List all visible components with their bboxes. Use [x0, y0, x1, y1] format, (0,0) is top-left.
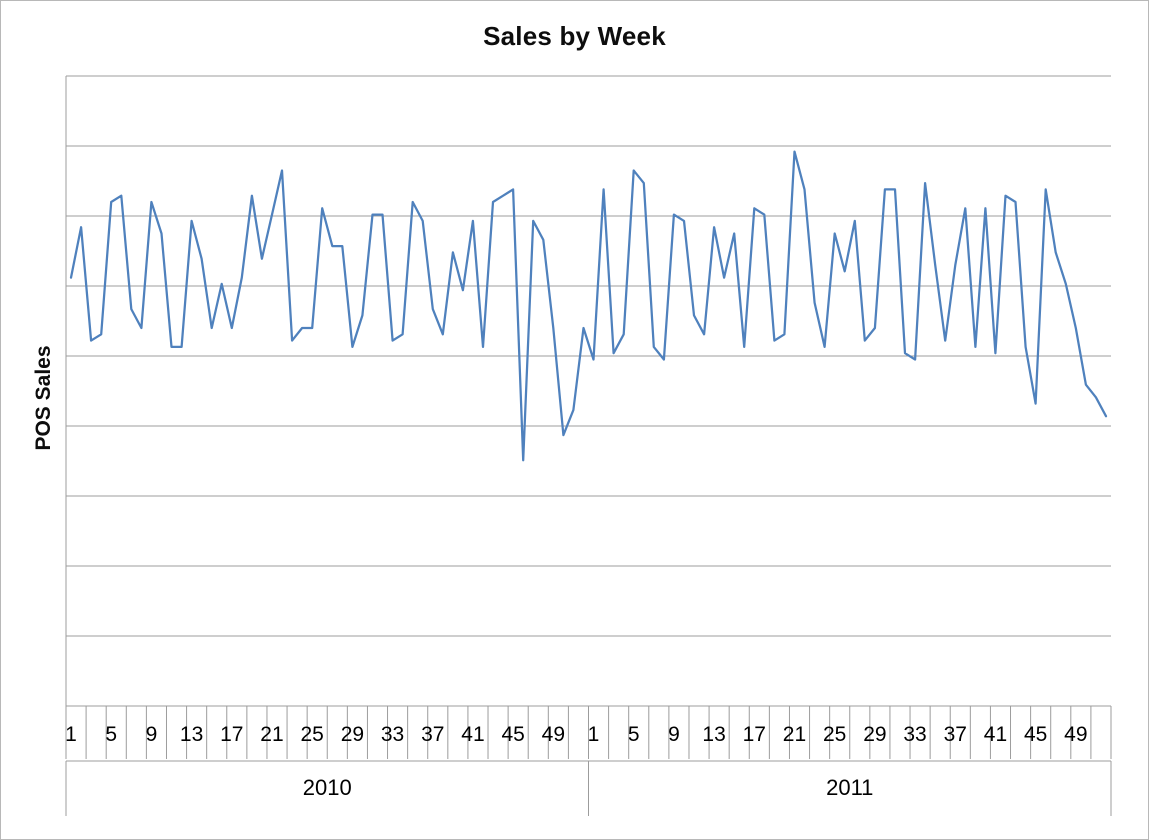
x-tick-label: 37 — [421, 723, 444, 746]
x-tick-label: 21 — [783, 723, 806, 746]
x-tick-label: 9 — [146, 723, 158, 746]
x-tick-label: 33 — [903, 723, 926, 746]
x-tick-label: 17 — [220, 723, 243, 746]
x-tick-label: 33 — [381, 723, 404, 746]
x-tick-label: 17 — [743, 723, 766, 746]
x-tick-label: 13 — [702, 723, 725, 746]
x-tick-label: 21 — [260, 723, 283, 746]
x-tick-label: 9 — [668, 723, 680, 746]
x-tick-label: 13 — [180, 723, 203, 746]
x-tick-label: 45 — [501, 723, 524, 746]
year-label: 2011 — [826, 775, 873, 800]
x-tick-label: 37 — [944, 723, 967, 746]
x-tick-label: 25 — [300, 723, 323, 746]
chart-title: Sales by Week — [483, 21, 666, 51]
x-tick-label: 49 — [542, 723, 565, 746]
pos-sales-series-line — [69, 150, 1108, 462]
x-tick-label: 29 — [863, 723, 886, 746]
x-tick-label: 41 — [461, 723, 484, 746]
x-tick-label: 5 — [628, 723, 640, 746]
x-tick-label: 29 — [341, 723, 364, 746]
x-tick-label: 5 — [105, 723, 117, 746]
x-tick-label: 41 — [984, 723, 1007, 746]
year-label: 2010 — [303, 775, 352, 800]
x-tick-label: 25 — [823, 723, 846, 746]
x-tick-label: 1 — [65, 723, 77, 746]
x-tick-label: 49 — [1064, 723, 1087, 746]
x-tick-label: 45 — [1024, 723, 1047, 746]
x-tick-label: 1 — [588, 723, 600, 746]
